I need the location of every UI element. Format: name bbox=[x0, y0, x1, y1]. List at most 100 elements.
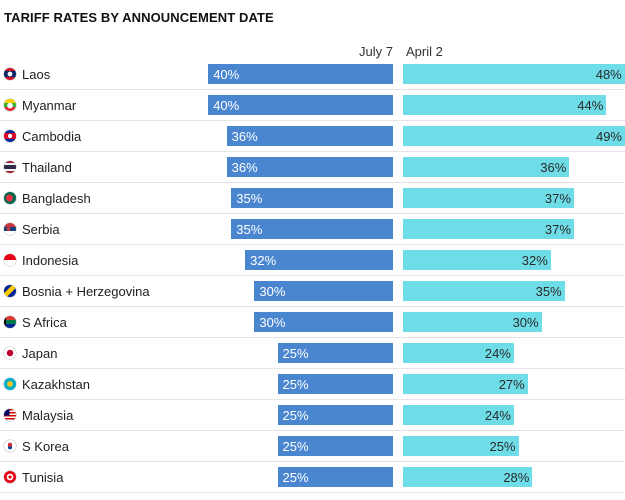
bangladesh-flag-icon bbox=[4, 192, 16, 204]
category-label: Serbia bbox=[22, 222, 60, 237]
data-label-april-2: 28% bbox=[503, 470, 530, 485]
category-label: Bangladesh bbox=[22, 191, 91, 206]
japan-flag-icon bbox=[4, 347, 16, 359]
chart-row: Myanmar 40% 44% bbox=[0, 90, 625, 121]
chart-row: Indonesia 32% 32% bbox=[0, 245, 625, 276]
category-label: Bosnia + Herzegovina bbox=[22, 284, 150, 299]
series-header-july-7: July 7 bbox=[359, 44, 393, 59]
bar-april-2: 37% bbox=[403, 188, 574, 208]
chart-title: TARIFF RATES BY ANNOUNCEMENT DATE bbox=[4, 10, 274, 25]
chart-row: S Korea 25% 25% bbox=[0, 431, 625, 462]
data-label-july-7: 30% bbox=[259, 284, 286, 299]
category-label: Malaysia bbox=[22, 408, 74, 423]
data-label-april-2: 27% bbox=[498, 377, 525, 392]
data-label-april-2: 36% bbox=[540, 160, 567, 175]
tunisia-flag-icon bbox=[4, 471, 16, 483]
bar-april-2: 30% bbox=[403, 312, 542, 332]
category-label: Laos bbox=[22, 67, 51, 82]
malaysia-flag-icon bbox=[4, 409, 16, 421]
south-africa-flag-icon bbox=[4, 316, 16, 328]
category-label: S Africa bbox=[22, 315, 67, 330]
data-label-july-7: 35% bbox=[236, 222, 263, 237]
data-label-july-7: 25% bbox=[282, 377, 309, 392]
chart-row: S Africa 30% 30% bbox=[0, 307, 625, 338]
data-label-april-2: 44% bbox=[577, 98, 604, 113]
data-label-april-2: 24% bbox=[484, 346, 511, 361]
chart-row: Malaysia 25% 24% bbox=[0, 400, 625, 431]
serbia-flag-icon bbox=[4, 223, 16, 235]
bar-april-2: 28% bbox=[403, 467, 533, 487]
bar-july-7: 35% bbox=[231, 219, 393, 239]
bar-april-2: 44% bbox=[403, 95, 607, 115]
data-label-april-2: 30% bbox=[512, 315, 539, 330]
bar-july-7: 40% bbox=[208, 95, 393, 115]
data-label-july-7: 32% bbox=[250, 253, 277, 268]
data-label-april-2: 37% bbox=[544, 222, 571, 237]
category-label: Kazakhstan bbox=[22, 377, 90, 392]
category-label: Indonesia bbox=[22, 253, 79, 268]
bar-july-7: 30% bbox=[254, 281, 393, 301]
bar-april-2: 36% bbox=[403, 157, 570, 177]
bar-april-2: 27% bbox=[403, 374, 528, 394]
chart-row: Laos 40% 48% bbox=[0, 59, 625, 90]
bar-july-7: 25% bbox=[277, 374, 393, 394]
bar-july-7: 30% bbox=[254, 312, 393, 332]
chart-row: Japan 25% 24% bbox=[0, 338, 625, 369]
bar-july-7: 25% bbox=[277, 467, 393, 487]
kazakhstan-flag-icon bbox=[4, 378, 16, 390]
bar-july-7: 25% bbox=[277, 405, 393, 425]
chart-row: Tunisia 25% 28% bbox=[0, 462, 625, 493]
category-label: Japan bbox=[22, 346, 58, 361]
category-label: Thailand bbox=[22, 160, 72, 175]
chart-row: Bosnia + Herzegovina 30% 35% bbox=[0, 276, 625, 307]
chart-row: Thailand 36% 36% bbox=[0, 152, 625, 183]
indonesia-flag-icon bbox=[4, 254, 16, 266]
bar-april-2: 35% bbox=[403, 281, 565, 301]
category-label: Cambodia bbox=[22, 129, 82, 144]
data-label-july-7: 25% bbox=[282, 470, 309, 485]
bar-april-2: 48% bbox=[403, 64, 625, 84]
data-label-july-7: 30% bbox=[259, 315, 286, 330]
data-label-july-7: 25% bbox=[282, 439, 309, 454]
data-label-april-2: 35% bbox=[535, 284, 562, 299]
south-korea-flag-icon bbox=[4, 440, 16, 452]
data-label-april-2: 49% bbox=[595, 129, 622, 144]
chart-row: Kazakhstan 25% 27% bbox=[0, 369, 625, 400]
data-label-july-7: 40% bbox=[213, 98, 240, 113]
series-header-april-2: April 2 bbox=[406, 44, 443, 59]
data-label-april-2: 48% bbox=[595, 67, 622, 82]
category-label: Tunisia bbox=[22, 470, 64, 485]
data-label-april-2: 32% bbox=[521, 253, 548, 268]
cambodia-flag-icon bbox=[4, 130, 16, 142]
data-label-july-7: 36% bbox=[231, 129, 258, 144]
category-label: Myanmar bbox=[22, 98, 77, 113]
chart-row: Serbia 35% 37% bbox=[0, 214, 625, 245]
bar-july-7: 35% bbox=[231, 188, 393, 208]
myanmar-flag-icon bbox=[4, 99, 16, 111]
thailand-flag-icon bbox=[4, 161, 16, 173]
bar-july-7: 40% bbox=[208, 64, 393, 84]
bar-july-7: 25% bbox=[277, 343, 393, 363]
data-label-july-7: 25% bbox=[282, 346, 309, 361]
bar-april-2: 49% bbox=[403, 126, 625, 146]
data-label-april-2: 37% bbox=[544, 191, 571, 206]
bar-july-7: 25% bbox=[277, 436, 393, 456]
bar-april-2: 24% bbox=[403, 343, 514, 363]
bosnia-flag-icon bbox=[4, 285, 16, 297]
laos-flag-icon bbox=[4, 68, 16, 80]
bar-april-2: 24% bbox=[403, 405, 514, 425]
data-label-july-7: 35% bbox=[236, 191, 263, 206]
bar-april-2: 37% bbox=[403, 219, 574, 239]
data-label-july-7: 36% bbox=[231, 160, 258, 175]
data-label-april-2: 24% bbox=[484, 408, 511, 423]
bar-july-7: 36% bbox=[226, 126, 393, 146]
bar-july-7: 36% bbox=[226, 157, 393, 177]
chart-row: Bangladesh 35% 37% bbox=[0, 183, 625, 214]
category-label: S Korea bbox=[22, 439, 69, 454]
bar-april-2: 25% bbox=[403, 436, 519, 456]
bar-july-7: 32% bbox=[245, 250, 393, 270]
data-label-july-7: 40% bbox=[213, 67, 240, 82]
data-label-april-2: 25% bbox=[489, 439, 516, 454]
data-label-july-7: 25% bbox=[282, 408, 309, 423]
chart-row: Cambodia 36% 49% bbox=[0, 121, 625, 152]
